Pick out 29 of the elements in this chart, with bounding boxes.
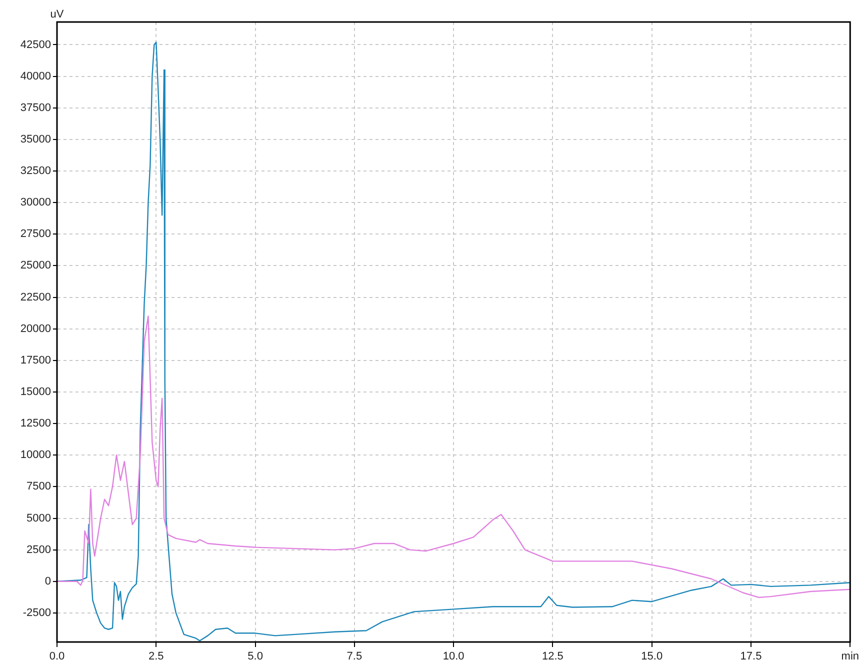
x-tick-label: 0.0 bbox=[49, 650, 65, 663]
y-tick-label: 17500 bbox=[20, 354, 51, 366]
x-tick-label: min bbox=[841, 650, 860, 663]
y-tick-label: 35000 bbox=[20, 133, 51, 146]
y-axis-title: uV bbox=[50, 8, 64, 21]
x-tick-label: 7.5 bbox=[346, 650, 362, 663]
y-tick-label: -2500 bbox=[22, 606, 51, 619]
y-tick-label: 40000 bbox=[20, 70, 51, 82]
y-tick-label: 32500 bbox=[20, 165, 51, 178]
x-tick-label: 10.0 bbox=[442, 650, 464, 663]
x-tick-label: 5.0 bbox=[248, 650, 263, 663]
y-tick-label: 25000 bbox=[20, 260, 51, 272]
y-tick-label: 15000 bbox=[20, 386, 51, 398]
x-tick-label: 15.0 bbox=[641, 650, 663, 663]
y-tick-label: 12500 bbox=[20, 418, 51, 430]
y-tick-label: 2500 bbox=[26, 544, 51, 556]
y-tick-label: 7500 bbox=[26, 480, 51, 493]
y-tick-label: 30000 bbox=[20, 196, 51, 209]
x-tick-label: 2.5 bbox=[148, 650, 164, 663]
y-tick-label: 0 bbox=[44, 575, 51, 588]
y-tick-label: 27500 bbox=[20, 228, 51, 240]
y-tick-label: 10000 bbox=[20, 449, 51, 462]
x-tick-label: 12.5 bbox=[542, 650, 564, 663]
y-tick-label: 20000 bbox=[20, 322, 51, 335]
y-tick-label: 5000 bbox=[26, 512, 51, 524]
x-tick-label: 17.5 bbox=[740, 650, 762, 663]
y-tick-label: 22500 bbox=[20, 291, 51, 304]
y-tick-label: 42500 bbox=[20, 38, 51, 51]
y-tick-label: 37500 bbox=[20, 102, 51, 114]
